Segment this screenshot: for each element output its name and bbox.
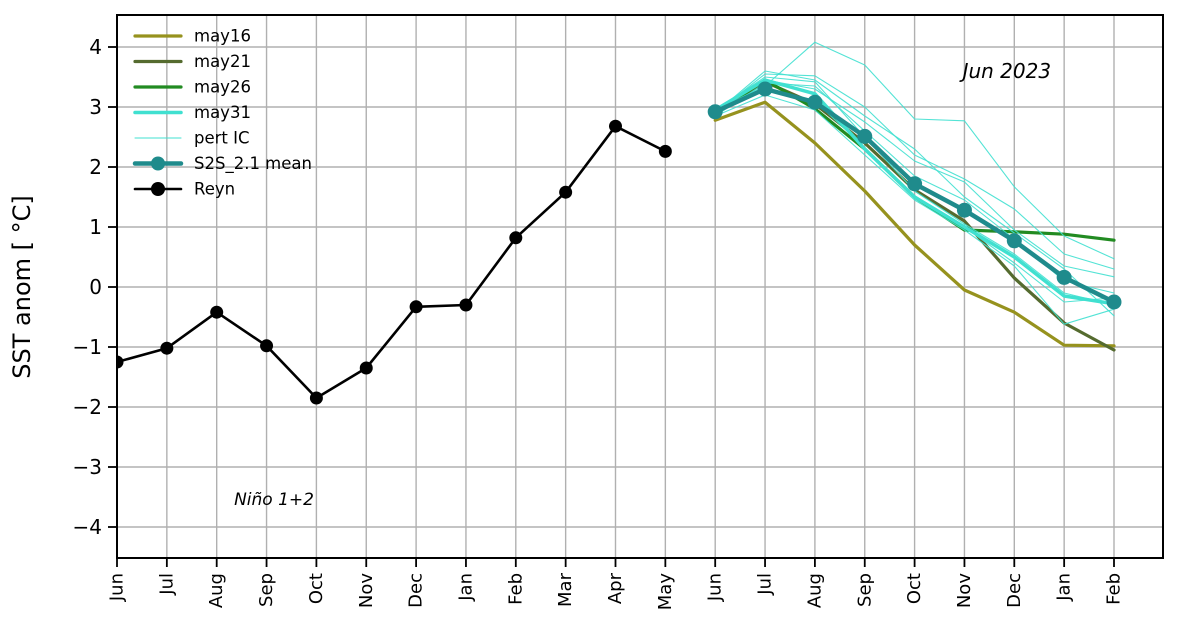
y-tick-label: −1: [73, 335, 102, 359]
series-line-pertIC: [714, 79, 1115, 278]
x-tick-label: Sep: [256, 573, 277, 607]
legend-item-may26: may26: [133, 78, 251, 97]
data-point-reyn: [658, 144, 672, 158]
data-point-reyn: [609, 119, 622, 133]
gridlines: [116, 15, 1163, 558]
legend-label-may21: may21: [194, 52, 251, 71]
data-point-reyn: [210, 305, 224, 319]
data-point-reyn: [509, 231, 523, 245]
annotation-nino-region: Niño 1+2: [234, 490, 314, 510]
x-tick-label: Aug: [206, 573, 227, 608]
legend-label-may31: may31: [194, 103, 251, 122]
x-tick-label: Feb: [1104, 573, 1125, 605]
legend-item-pertIC: pert IC: [134, 129, 250, 148]
x-tick-label: Dec: [1004, 573, 1025, 608]
legend-item-s2s_mean: S2S_2.1 mean: [132, 154, 312, 174]
legend: may16 may21 may26 may31 pert IC S2S_2.1 mean R…: [132, 27, 312, 199]
x-tick-label: Aug: [804, 573, 825, 608]
x-tick-label: Nov: [356, 573, 377, 608]
y-tick-label: 4: [89, 35, 102, 59]
legend-marker-reyn: [151, 182, 165, 196]
data-point-reyn: [260, 339, 274, 353]
x-tick-label: Jun: [107, 573, 128, 602]
x-tick-label: Mar: [555, 572, 576, 607]
legend-item-may16: may16: [133, 27, 251, 46]
series-line-pertIC: [714, 94, 1115, 325]
data-point-reyn: [359, 361, 373, 375]
x-tick-label: Jul: [156, 573, 177, 596]
data-point-s2s_mean: [857, 128, 873, 144]
data-point-reyn: [409, 300, 423, 314]
y-tick-label: 2: [89, 155, 102, 179]
legend-item-may21: may21: [133, 52, 251, 71]
x-axis: Jun Jul Aug Sep Oct Nov Dec Jan Feb Mar Apr May Jun J…: [107, 558, 1125, 610]
legend-item-reyn: Reyn: [133, 180, 235, 199]
y-axis: 4 3 2 1 0 −1 −2 −3 −4: [73, 35, 117, 539]
annotation-init-date: Jun 2023: [959, 59, 1052, 83]
x-tick-label: Jun: [705, 573, 726, 602]
data-point-s2s_mean: [807, 94, 823, 110]
x-tick-label: Oct: [306, 573, 327, 604]
series-line-pertIC: [714, 70, 1115, 317]
legend-label-reyn: Reyn: [194, 180, 235, 199]
x-tick-label: Apr: [605, 572, 626, 604]
data-point-s2s_mean: [956, 202, 972, 218]
legend-marker-s2s_mean: [151, 156, 165, 171]
series-line-pertIC: [714, 73, 1115, 270]
data-point-reyn: [309, 391, 323, 405]
y-tick-label: 0: [89, 275, 102, 299]
y-tick-label: −4: [73, 515, 102, 539]
data-point-s2s_mean: [757, 81, 773, 97]
series-line-may16: [713, 100, 1116, 348]
y-tick-label: −3: [73, 455, 102, 479]
plot-area: [116, 41, 1122, 405]
x-tick-label: Jul: [755, 573, 776, 596]
legend-label-may16: may16: [194, 27, 251, 46]
y-axis-title: SST anom [ °C]: [8, 195, 36, 378]
data-point-s2s_mean: [1006, 233, 1022, 249]
x-tick-label: Sep: [854, 573, 875, 607]
legend-label-pertIC: pert IC: [194, 129, 250, 148]
x-tick-label: Oct: [904, 573, 925, 604]
y-tick-label: 3: [89, 95, 102, 119]
x-tick-label: May: [655, 573, 676, 611]
x-tick-label: Nov: [954, 573, 975, 608]
series-may16: [713, 100, 1116, 348]
data-point-s2s_mean: [1106, 294, 1122, 310]
data-point-s2s_mean: [907, 176, 923, 192]
data-point-reyn: [459, 298, 473, 312]
series-s2s_mean: [707, 81, 1122, 310]
data-point-s2s_mean: [1056, 269, 1072, 285]
x-tick-label: Jan: [455, 573, 476, 602]
data-point-reyn: [160, 341, 174, 355]
x-tick-label: Feb: [505, 573, 526, 605]
y-tick-label: −2: [73, 395, 102, 419]
legend-item-may31: may31: [133, 103, 251, 122]
x-tick-label: Jan: [1054, 573, 1075, 602]
series-line-reyn: [116, 124, 667, 400]
data-point-reyn: [559, 185, 573, 199]
legend-label-may26: may26: [194, 78, 251, 97]
x-tick-label: Dec: [406, 573, 427, 608]
legend-label-s2s_mean: S2S_2.1 mean: [194, 154, 312, 174]
series-line-pertIC: [714, 41, 1115, 260]
y-tick-label: 1: [89, 215, 102, 239]
data-point-s2s_mean: [707, 104, 723, 120]
